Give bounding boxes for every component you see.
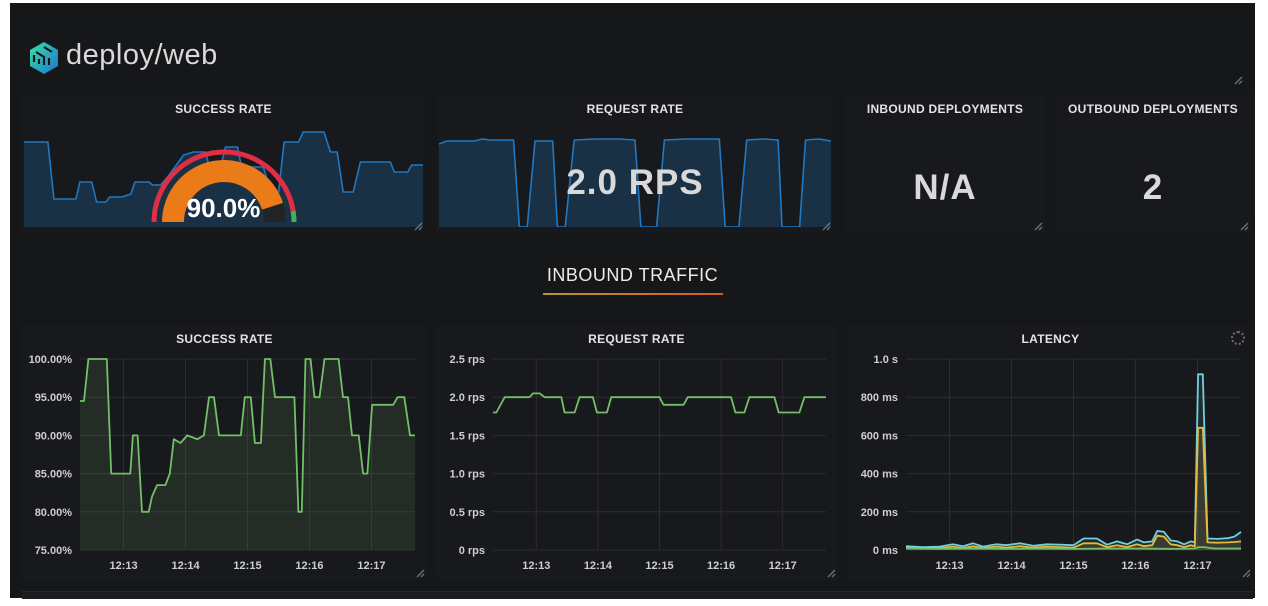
panel-resize-handle[interactable] bbox=[1242, 569, 1251, 578]
request-rate-value: 2.0 RPS bbox=[566, 163, 704, 202]
panel-resize-handle[interactable] bbox=[827, 569, 836, 578]
app-logo-icon bbox=[30, 42, 58, 74]
panel-inbound-deployments: INBOUND DEPLOYMENTS N/A bbox=[845, 95, 1045, 233]
success-rate-gauge bbox=[144, 144, 304, 230]
panel-outbound-deployments: OUTBOUND DEPLOYMENTS 2 bbox=[1055, 95, 1251, 233]
svg-text:1.0 rps: 1.0 rps bbox=[450, 469, 485, 481]
section-title[interactable]: INBOUND TRAFFIC bbox=[546, 265, 719, 285]
success-rate-chart-plot[interactable]: 100.00% 95.00% 90.00% 85.00% 80.00% 75.00% 12:… bbox=[26, 349, 423, 576]
svg-text:1.0 s: 1.0 s bbox=[874, 354, 898, 366]
panel-title-success-rate[interactable]: SUCCESS RATE bbox=[175, 102, 272, 116]
svg-text:200 ms: 200 ms bbox=[861, 507, 898, 519]
panel-resize-handle[interactable] bbox=[416, 569, 425, 578]
success-rate-gauge-value: 90.0% bbox=[186, 193, 261, 223]
svg-text:12:15: 12:15 bbox=[1059, 560, 1087, 572]
svg-text:12:16: 12:16 bbox=[707, 560, 735, 572]
panel-request-rate-stat: REQUEST RATE 2.0 RPS bbox=[437, 95, 833, 233]
panel-title-inbound-deployments[interactable]: INBOUND DEPLOYMENTS bbox=[866, 102, 1024, 116]
latency-chart-plot[interactable]: 1.0 s 800 ms 600 ms 400 ms 200 ms 0 ms 12:13 12… bbox=[852, 349, 1249, 576]
latency-trend-canvas: 1.0 s 800 ms 600 ms 400 ms 200 ms 0 ms 12:13 12… bbox=[861, 354, 1242, 572]
svg-text:12:15: 12:15 bbox=[645, 560, 673, 572]
svg-text:2.5 rps: 2.5 rps bbox=[450, 354, 485, 366]
gauge-canvas bbox=[151, 149, 297, 223]
panel-success-rate-chart: SUCCESS RATE 100.00% 95.00% 90.00% 85.00% 80… bbox=[22, 325, 427, 580]
svg-text:2.0 rps: 2.0 rps bbox=[450, 392, 485, 404]
svg-text:12:14: 12:14 bbox=[171, 560, 200, 572]
svg-text:12:14: 12:14 bbox=[584, 560, 613, 572]
svg-text:12:14: 12:14 bbox=[997, 560, 1026, 572]
panel-title-outbound-deployments[interactable]: OUTBOUND DEPLOYMENTS bbox=[1067, 102, 1238, 116]
svg-text:85.00%: 85.00% bbox=[35, 469, 73, 481]
panel-title-request-rate[interactable]: REQUEST RATE bbox=[586, 102, 684, 116]
panel-title-latency-chart[interactable]: LATENCY bbox=[1021, 332, 1080, 346]
request-rate-trend-canvas: 2.5 rps 2.0 rps 1.5 rps 1.0 rps 0.5 rps 0 rps… bbox=[450, 354, 826, 572]
panel-resize-handle[interactable] bbox=[414, 222, 423, 231]
panel-resize-handle[interactable] bbox=[1234, 76, 1243, 85]
next-row-panel-edge bbox=[22, 591, 1253, 599]
svg-text:12:13: 12:13 bbox=[522, 560, 550, 572]
request-rate-sparkline[interactable] bbox=[438, 125, 832, 228]
svg-text:95.00%: 95.00% bbox=[35, 392, 73, 404]
svg-text:75.00%: 75.00% bbox=[35, 545, 73, 557]
panel-resize-handle[interactable] bbox=[1240, 222, 1249, 231]
panel-success-rate-stat: SUCCESS RATE 90.0% bbox=[22, 95, 425, 233]
loading-spinner-icon bbox=[1231, 331, 1245, 345]
svg-text:0 ms: 0 ms bbox=[873, 545, 898, 557]
success-rate-trend-canvas: 100.00% 95.00% 90.00% 85.00% 80.00% 75.00% 12:… bbox=[29, 354, 415, 572]
section-underline bbox=[542, 293, 723, 295]
panel-title-request-rate-chart[interactable]: REQUEST RATE bbox=[588, 332, 685, 346]
dashboard-title: deploy/web bbox=[66, 39, 218, 71]
svg-text:12:16: 12:16 bbox=[1121, 560, 1149, 572]
svg-text:600 ms: 600 ms bbox=[861, 430, 898, 442]
svg-text:400 ms: 400 ms bbox=[861, 469, 898, 481]
svg-text:12:13: 12:13 bbox=[109, 560, 137, 572]
svg-text:90.00%: 90.00% bbox=[35, 430, 73, 442]
svg-text:12:13: 12:13 bbox=[935, 560, 963, 572]
svg-text:12:17: 12:17 bbox=[357, 560, 385, 572]
svg-text:12:16: 12:16 bbox=[295, 560, 323, 572]
svg-text:1.5 rps: 1.5 rps bbox=[450, 430, 485, 442]
dashboard-header-panel: deploy/web bbox=[10, 3, 1255, 93]
outbound-deployments-value: 2 bbox=[1142, 168, 1164, 207]
panel-latency-chart: LATENCY 1.0 s 800 ms 600 ms 400 ms 200 ms 0 m… bbox=[848, 325, 1253, 580]
svg-text:12:17: 12:17 bbox=[1183, 560, 1211, 572]
panel-request-rate-chart: REQUEST RATE 2.5 rps 2.0 rps 1.5 rps 1.0 rp… bbox=[435, 325, 838, 580]
svg-text:0 rps: 0 rps bbox=[459, 545, 485, 557]
section-row-inbound-traffic: INBOUND TRAFFIC bbox=[10, 265, 1255, 295]
svg-text:0.5 rps: 0.5 rps bbox=[450, 507, 485, 519]
panel-resize-handle[interactable] bbox=[822, 222, 831, 231]
panel-title-success-rate-chart[interactable]: SUCCESS RATE bbox=[176, 332, 273, 346]
request-rate-spark-canvas bbox=[438, 138, 832, 228]
panel-resize-handle[interactable] bbox=[1034, 222, 1043, 231]
inbound-deployments-value: N/A bbox=[913, 168, 977, 207]
svg-text:100.00%: 100.00% bbox=[29, 354, 73, 366]
request-rate-chart-plot[interactable]: 2.5 rps 2.0 rps 1.5 rps 1.0 rps 0.5 rps 0 rps… bbox=[439, 349, 834, 576]
svg-text:800 ms: 800 ms bbox=[861, 392, 898, 404]
grafana-dashboard: deploy/web SUCCESS RATE 90.0% REQUEST RA… bbox=[10, 3, 1255, 599]
svg-text:12:15: 12:15 bbox=[233, 560, 261, 572]
svg-text:12:17: 12:17 bbox=[769, 560, 797, 572]
svg-text:80.00%: 80.00% bbox=[35, 507, 73, 519]
